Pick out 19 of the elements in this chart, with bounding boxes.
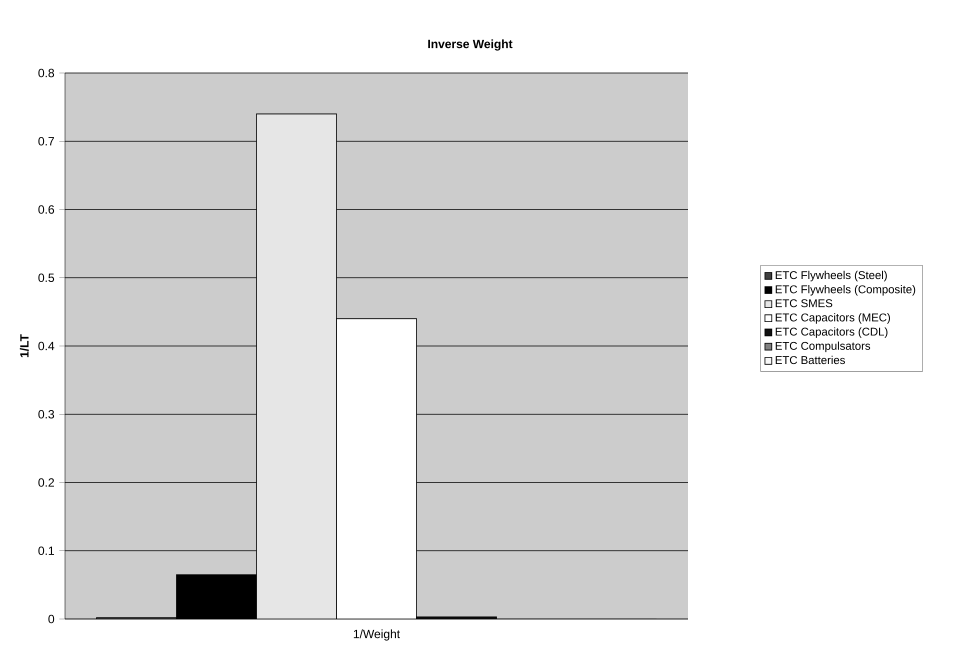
y-tick-label: 0.3: [38, 410, 54, 419]
y-tick-label: 0.6: [38, 205, 54, 214]
legend-label: ETC Batteries: [776, 356, 845, 364]
y-tick-label: 0: [48, 614, 54, 624]
chart-title: Inverse Weight: [428, 39, 512, 51]
legend-label: ETC Capacitors (MEC): [776, 313, 890, 324]
y-tick-label: 0.7: [38, 136, 54, 146]
y-tick-label: 0.2: [38, 478, 54, 487]
y-tick-label: 0.4: [38, 342, 54, 350]
legend-label: ETC Flywheels (Steel): [776, 270, 887, 282]
legend-label: ETC Compulsators: [776, 342, 870, 352]
legend-label: ETC SMES: [776, 299, 832, 308]
y-tick-label: 0.5: [38, 273, 54, 282]
y-tick-label: 0.1: [38, 546, 54, 556]
legend-label: ETC Capacitors (CDL): [776, 327, 888, 338]
y-axis-title: 1/LT: [20, 334, 29, 358]
legend-label: ETC Flywheels (Composite): [776, 285, 916, 296]
x-tick-label: 1/Weight: [354, 629, 400, 641]
y-tick-label: 0.8: [38, 68, 54, 78]
